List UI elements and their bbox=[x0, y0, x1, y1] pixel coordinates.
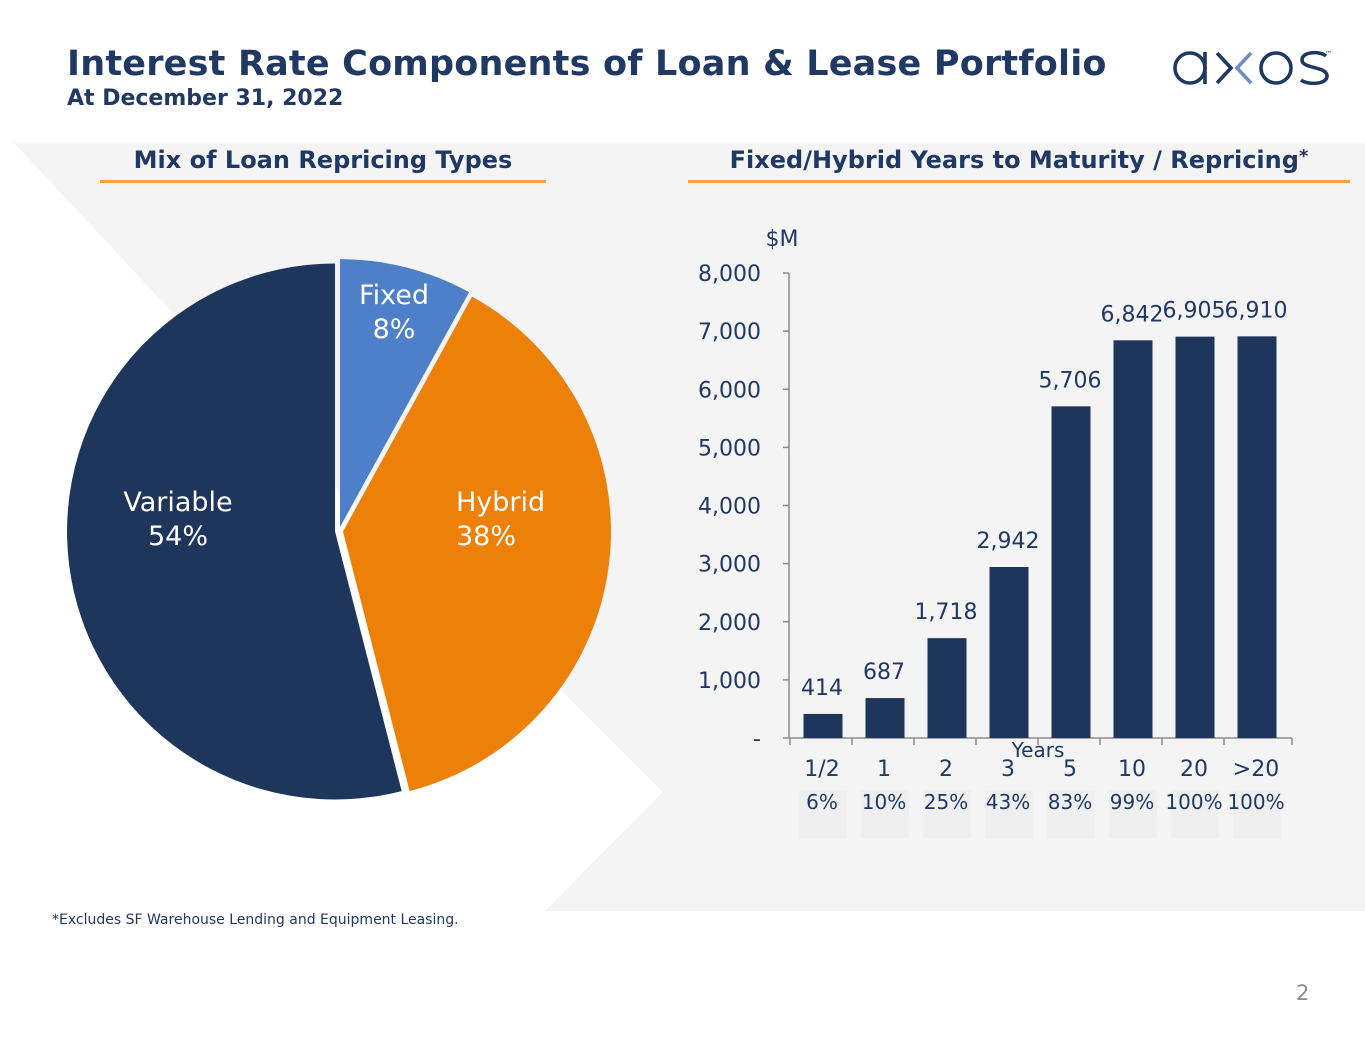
percent-cell-bg bbox=[1233, 790, 1281, 838]
bar-5 bbox=[1113, 340, 1153, 738]
pie-label-variable: Variable 54% bbox=[108, 486, 248, 554]
percent-cell-bg bbox=[1109, 790, 1157, 838]
y-axis-label: $M bbox=[766, 227, 799, 252]
bar-value-label: 2,942 bbox=[977, 529, 1040, 554]
logo-trademark: ™ bbox=[1325, 50, 1332, 58]
percent-cell-bg bbox=[799, 790, 847, 838]
pie-label-fixed-value: 8% bbox=[372, 314, 416, 345]
cumulative-percent-label: 6% bbox=[806, 790, 838, 814]
pie-section-underline bbox=[100, 180, 546, 183]
cumulative-percent-label: 100% bbox=[1227, 790, 1284, 814]
percent-cell-bg bbox=[923, 790, 971, 838]
pie-label-variable-value: 54% bbox=[147, 521, 208, 552]
bar-section-underline bbox=[688, 180, 1350, 183]
pie-label-hybrid-value: 38% bbox=[456, 521, 517, 552]
y-tick-label: 6,000 bbox=[698, 378, 761, 403]
bar-1 bbox=[865, 698, 905, 738]
pie-label-fixed-name: Fixed bbox=[359, 280, 429, 311]
y-tick-label: 2,000 bbox=[698, 611, 761, 636]
bar-6 bbox=[1175, 336, 1215, 738]
bar-section-title-text: Fixed/Hybrid Years to Maturity / Reprici… bbox=[729, 146, 1299, 174]
percent-cell-bg bbox=[985, 790, 1033, 838]
y-tick-label: 4,000 bbox=[698, 495, 761, 520]
y-tick-label: 8,000 bbox=[698, 262, 761, 287]
axos-logo: axos bbox=[1169, 36, 1334, 104]
x-category-label: 1/2 bbox=[804, 757, 839, 782]
bar-value-label: 6,905 bbox=[1163, 299, 1226, 324]
bar-value-label: 1,718 bbox=[915, 600, 978, 625]
pie-label-fixed: Fixed 8% bbox=[342, 279, 446, 347]
logo-letter-o bbox=[1259, 51, 1293, 85]
bar-section-title: Fixed/Hybrid Years to Maturity / Reprici… bbox=[688, 146, 1350, 174]
cumulative-percent-label: 10% bbox=[862, 790, 906, 814]
y-tick-label: 1,000 bbox=[698, 669, 761, 694]
page-subtitle: At December 31, 2022 bbox=[67, 86, 344, 111]
cumulative-percent-label: 25% bbox=[924, 790, 968, 814]
x-category-label: 5 bbox=[1063, 757, 1077, 782]
pie-slice-hybrid bbox=[342, 296, 611, 792]
x-axis-label: Years bbox=[1011, 738, 1065, 762]
bar-0 bbox=[803, 713, 843, 738]
x-category-label: 10 bbox=[1118, 757, 1146, 782]
pie-label-variable-name: Variable bbox=[123, 487, 233, 518]
bar-value-label: 6,842 bbox=[1101, 302, 1164, 327]
pie-section-title: Mix of Loan Repricing Types bbox=[133, 146, 513, 174]
y-tick-label: 7,000 bbox=[698, 320, 761, 345]
bar-value-label: 5,706 bbox=[1039, 368, 1102, 393]
pie-slice-fixed bbox=[339, 259, 470, 528]
logo-letter-x-left bbox=[1215, 51, 1234, 85]
bar-value-label: 687 bbox=[863, 660, 905, 685]
x-category-label: 20 bbox=[1180, 757, 1208, 782]
x-category-label: 1 bbox=[877, 757, 891, 782]
cumulative-percent-label: 43% bbox=[986, 790, 1030, 814]
bar-7 bbox=[1237, 336, 1277, 738]
bar-4 bbox=[1051, 406, 1091, 738]
percent-cell-bg bbox=[1047, 790, 1095, 838]
x-category-label: 3 bbox=[1001, 757, 1015, 782]
pie-chart bbox=[67, 259, 611, 800]
bar-chart: - 1,000 2,000 3,000 4,000 5,000 6,000 7,000 8,00… bbox=[698, 227, 1293, 838]
cumulative-percent-label: 100% bbox=[1165, 790, 1222, 814]
bar-section-title-asterisk: * bbox=[1298, 146, 1309, 167]
y-tick-label: - bbox=[753, 727, 761, 752]
page-number: 2 bbox=[1296, 981, 1310, 1005]
x-category-label: >20 bbox=[1233, 757, 1279, 782]
bar-2 bbox=[927, 638, 967, 738]
percent-cell-bg bbox=[861, 790, 909, 838]
bar-value-label: 414 bbox=[801, 676, 843, 701]
footnote: *Excludes SF Warehouse Lending and Equip… bbox=[52, 912, 459, 928]
cumulative-percent-label: 83% bbox=[1048, 790, 1092, 814]
y-tick-label: 3,000 bbox=[698, 553, 761, 578]
logo-letter-s bbox=[1299, 50, 1329, 86]
logo-letter-x-right bbox=[1234, 51, 1253, 85]
percent-cell-bg bbox=[1171, 790, 1219, 838]
cumulative-percent-label: 99% bbox=[1110, 790, 1154, 814]
pie-label-hybrid: Hybrid 38% bbox=[440, 486, 576, 554]
pie-label-hybrid-name: Hybrid bbox=[456, 487, 546, 518]
bar-3 bbox=[989, 566, 1029, 738]
page-title: Interest Rate Components of Loan & Lease… bbox=[67, 44, 1107, 84]
x-category-label: 2 bbox=[939, 757, 953, 782]
axos-logo-mark: axos bbox=[1173, 50, 1329, 86]
y-tick-label: 5,000 bbox=[698, 436, 761, 461]
pie-slice-variable bbox=[67, 263, 402, 800]
bar-value-label: 6,910 bbox=[1225, 298, 1288, 323]
